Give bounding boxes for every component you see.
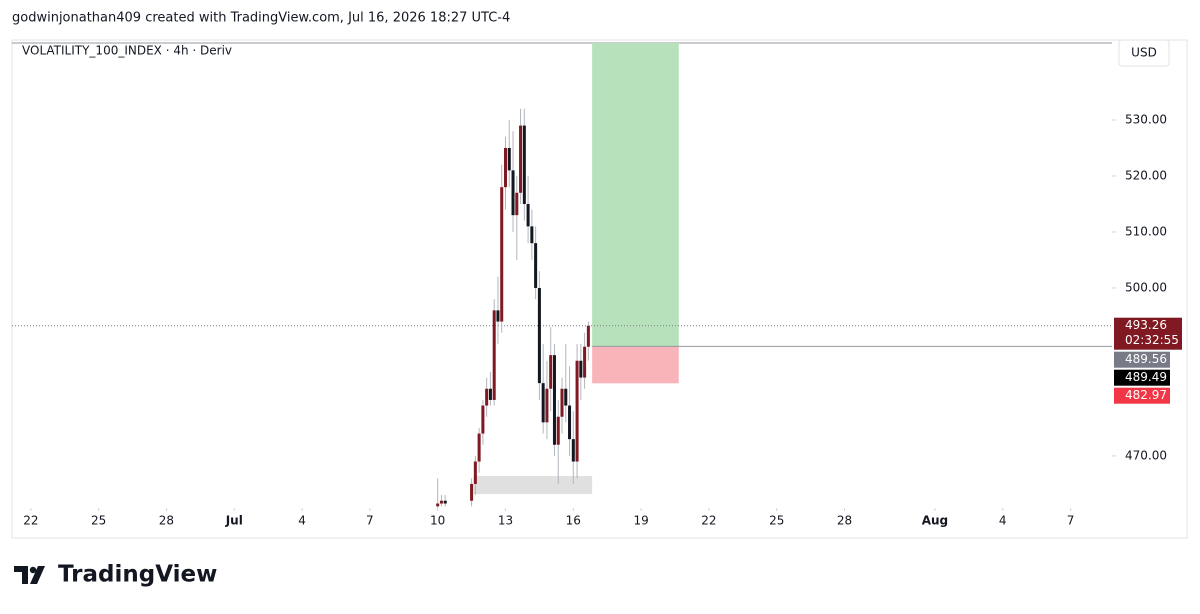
x-tick-label: 22 bbox=[23, 514, 38, 528]
y-tick-label: 530.00 bbox=[1125, 112, 1167, 126]
price-label: 489.56 bbox=[1125, 352, 1167, 366]
candle-body bbox=[481, 405, 485, 434]
candle-body bbox=[530, 226, 534, 244]
candle-body bbox=[488, 388, 492, 400]
x-tick-label: 4 bbox=[298, 514, 306, 528]
x-tick-label: Jul bbox=[225, 514, 243, 528]
candle-body bbox=[511, 170, 515, 216]
y-tick-label: 500.00 bbox=[1125, 280, 1167, 294]
zone bbox=[473, 476, 593, 495]
candle-body bbox=[522, 125, 526, 204]
candle-body bbox=[492, 310, 496, 400]
candle-body bbox=[526, 203, 530, 227]
price-label-box bbox=[1114, 369, 1170, 386]
currency[interactable]: USD bbox=[1131, 46, 1157, 60]
candle-body bbox=[564, 388, 568, 406]
brand-name: TradingView bbox=[58, 562, 217, 588]
candle-body bbox=[534, 243, 538, 288]
x-tick-label: 4 bbox=[999, 514, 1007, 528]
candle-body bbox=[556, 416, 560, 445]
x-tick-label: 13 bbox=[498, 514, 513, 528]
candle-body bbox=[579, 360, 583, 378]
candle-body bbox=[473, 461, 477, 484]
candle-body bbox=[571, 439, 575, 462]
x-tick-label: 19 bbox=[633, 514, 648, 528]
x-tick-label: 10 bbox=[430, 514, 445, 528]
candle-body bbox=[541, 383, 545, 423]
candle-body bbox=[485, 388, 489, 406]
candle-body bbox=[500, 187, 504, 322]
candle-body bbox=[537, 287, 541, 384]
brand-logo bbox=[14, 566, 45, 584]
candle-body bbox=[549, 355, 553, 389]
chart-frame bbox=[11, 39, 1188, 539]
x-tick-label: 7 bbox=[366, 514, 374, 528]
candle-body bbox=[583, 346, 587, 378]
candle-body bbox=[575, 360, 579, 462]
candle-body bbox=[507, 147, 511, 171]
x-tick-label: 25 bbox=[91, 514, 106, 528]
plot-area bbox=[12, 43, 1112, 508]
candle-body bbox=[552, 355, 556, 445]
candle-body bbox=[436, 503, 440, 507]
candle-body bbox=[496, 310, 500, 322]
x-tick-label: 28 bbox=[159, 514, 174, 528]
currency-button[interactable] bbox=[1118, 39, 1170, 67]
candle-body bbox=[545, 388, 549, 423]
y-tick-label: 520.00 bbox=[1125, 168, 1167, 182]
candle-body bbox=[515, 192, 519, 216]
x-tick-label: 22 bbox=[701, 514, 716, 528]
price-label-box bbox=[1114, 387, 1170, 404]
candle-body bbox=[470, 483, 474, 501]
y-tick-label: 510.00 bbox=[1125, 224, 1167, 238]
candle-body bbox=[560, 388, 564, 417]
header: godwinjonathan409 created with TradingVi… bbox=[12, 11, 510, 26]
last-price-box bbox=[1114, 317, 1182, 350]
x-tick-label: 7 bbox=[1067, 514, 1075, 528]
candle-body bbox=[586, 325, 590, 347]
candle-body bbox=[477, 433, 481, 462]
symbol-title: VOLATILITY_100_INDEX · 4h · Deriv bbox=[22, 44, 232, 58]
candle-body bbox=[519, 125, 523, 193]
price-label: 482.97 bbox=[1125, 388, 1167, 402]
price-label-box bbox=[1114, 351, 1170, 368]
candle-body bbox=[443, 500, 447, 504]
price-label: 489.49 bbox=[1125, 370, 1167, 384]
y-tick-label: 470.00 bbox=[1125, 448, 1167, 462]
position-profit bbox=[592, 43, 679, 347]
x-tick-label: 25 bbox=[769, 514, 784, 528]
x-tick-label: 28 bbox=[837, 514, 852, 528]
position-loss bbox=[592, 346, 679, 384]
last-price-label: 493.26 bbox=[1125, 318, 1167, 332]
candle-body bbox=[503, 147, 507, 188]
x-tick-label: Aug bbox=[922, 514, 948, 528]
x-tick-label: 16 bbox=[566, 514, 581, 528]
countdown: 02:32:55 bbox=[1125, 333, 1179, 347]
candle-body bbox=[439, 500, 443, 504]
candle-body bbox=[568, 405, 572, 440]
